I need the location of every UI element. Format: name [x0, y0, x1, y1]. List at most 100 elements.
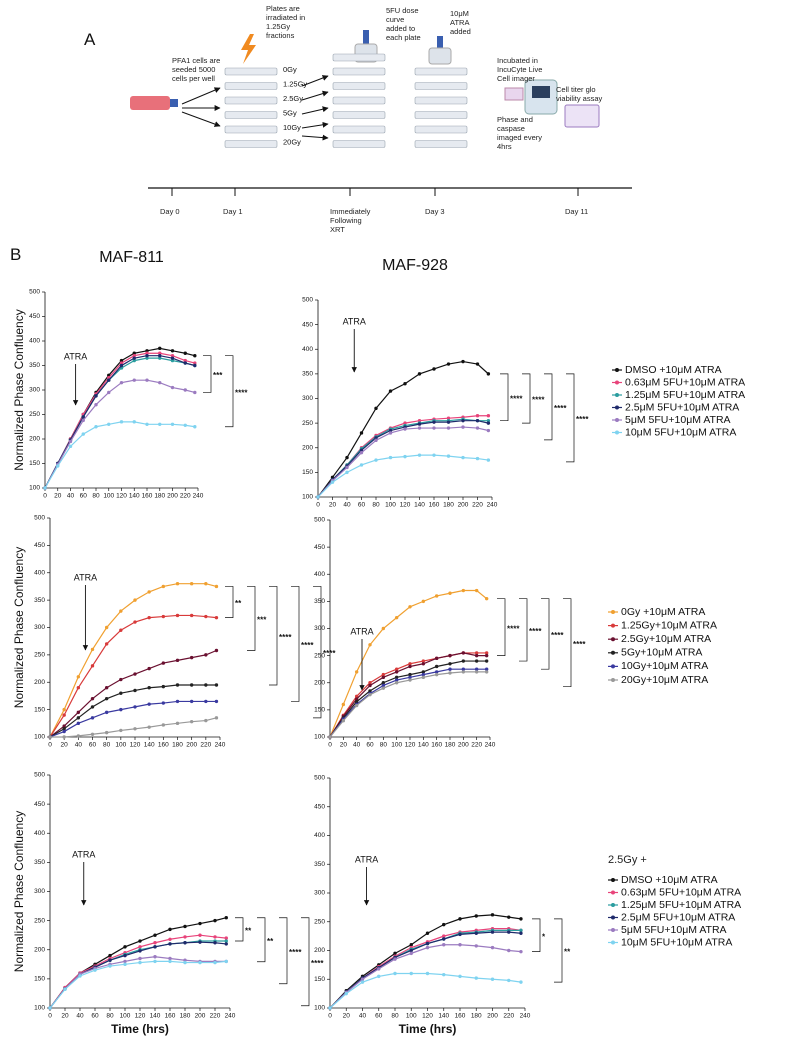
- data-point: [153, 941, 157, 945]
- data-point: [48, 1006, 52, 1010]
- significance-bracket: [291, 586, 300, 702]
- significance-label: ****: [301, 641, 314, 650]
- data-point: [133, 598, 137, 602]
- y-tick-label: 400: [29, 338, 40, 345]
- x-tick-label: 160: [455, 1013, 466, 1020]
- data-point: [345, 465, 349, 470]
- data-point: [381, 683, 386, 688]
- x-tick-label: 0: [328, 742, 332, 749]
- data-point: [417, 418, 422, 423]
- data-point: [519, 980, 523, 984]
- data-point: [81, 418, 85, 423]
- x-tick-label: 20: [343, 1013, 351, 1020]
- data-point: [168, 959, 172, 964]
- data-point: [224, 936, 228, 940]
- data-point: [204, 582, 208, 586]
- data-point: [421, 675, 426, 680]
- data-point: [133, 672, 137, 676]
- data-point: [484, 670, 489, 674]
- data-point: [345, 470, 349, 475]
- x-tick-label: 140: [438, 1013, 449, 1020]
- data-point: [409, 951, 413, 956]
- y-tick-label: 200: [34, 946, 45, 953]
- x-tick-label: 180: [180, 1013, 191, 1020]
- x-tick-label: 200: [458, 742, 469, 749]
- data-point: [170, 354, 175, 358]
- data-point: [458, 917, 462, 921]
- plate: [332, 96, 386, 105]
- data-point: [381, 626, 386, 631]
- data-point: [161, 684, 166, 689]
- data-point: [213, 935, 217, 939]
- x-axis-label: Time (hrs): [399, 1022, 457, 1036]
- x-tick-label: 60: [80, 493, 88, 500]
- data-point: [183, 423, 187, 427]
- data-point: [68, 444, 73, 449]
- data-point: [107, 422, 111, 426]
- data-point: [214, 683, 219, 687]
- data-point: [189, 719, 194, 724]
- data-point: [354, 670, 359, 674]
- data-point: [62, 724, 66, 728]
- legend-marker: [611, 928, 615, 932]
- data-point: [175, 699, 180, 704]
- data-point: [408, 675, 412, 680]
- legend-label: 0Gy +10μM ATRA: [621, 606, 705, 618]
- step-text: PFA1 cells are seeded 5000 cells per wel…: [172, 56, 221, 83]
- annotation-text: ATRA: [350, 626, 373, 636]
- y-tick-label: 300: [314, 890, 325, 897]
- annotation-text: ATRA: [355, 854, 378, 864]
- data-point: [107, 390, 111, 395]
- dose-label: 5Gy: [283, 108, 297, 117]
- data-point: [161, 614, 166, 619]
- data-point: [394, 670, 399, 674]
- data-point: [147, 615, 151, 620]
- data-point: [403, 427, 407, 431]
- data-point: [403, 454, 407, 459]
- series-line: [49, 941, 227, 1009]
- arrow: [301, 90, 329, 101]
- y-tick-label: 100: [34, 1005, 45, 1012]
- data-point: [475, 456, 480, 461]
- data-point: [62, 707, 66, 712]
- x-tick-label: 100: [115, 742, 126, 749]
- data-point: [183, 361, 187, 365]
- data-point: [458, 974, 462, 979]
- data-point: [446, 426, 451, 430]
- annotation-text: ATRA: [64, 351, 87, 361]
- annotation-text: ATRA: [343, 316, 366, 326]
- data-point: [161, 661, 166, 665]
- data-point: [484, 596, 489, 601]
- plate: [414, 67, 468, 76]
- x-tick-label: 220: [503, 1013, 514, 1020]
- x-tick-label: 200: [487, 1013, 498, 1020]
- data-point: [374, 436, 378, 440]
- y-tick-label: 500: [34, 515, 45, 522]
- plate: [224, 82, 278, 90]
- data-point: [138, 939, 142, 943]
- data-point: [189, 613, 194, 618]
- chart: 100 150 200 250 300 350 400 450 500 0 20 40 60 80 100 1…: [314, 775, 741, 1036]
- legend-label: 0.63μM 5FU+10μM ATRA: [621, 886, 741, 898]
- plate: [224, 140, 278, 148]
- data-point: [153, 955, 157, 959]
- data-point: [189, 683, 194, 687]
- y-tick-label: 500: [34, 772, 45, 779]
- data-point: [377, 967, 381, 971]
- significance-label: ****: [279, 633, 292, 642]
- data-point: [108, 964, 112, 968]
- data-point: [43, 486, 47, 490]
- legend-marker: [615, 368, 619, 372]
- data-point: [93, 968, 97, 972]
- y-tick-label: 350: [302, 371, 313, 378]
- series-line: [44, 379, 195, 489]
- legend-marker: [615, 418, 619, 422]
- data-point: [484, 659, 489, 663]
- significance-label: ****: [573, 640, 586, 649]
- data-point: [81, 415, 85, 419]
- data-point: [461, 359, 465, 364]
- plate: [224, 111, 278, 119]
- data-point: [104, 730, 109, 735]
- timeline-label: Immediately Following XRT: [330, 207, 371, 234]
- data-point: [408, 664, 412, 669]
